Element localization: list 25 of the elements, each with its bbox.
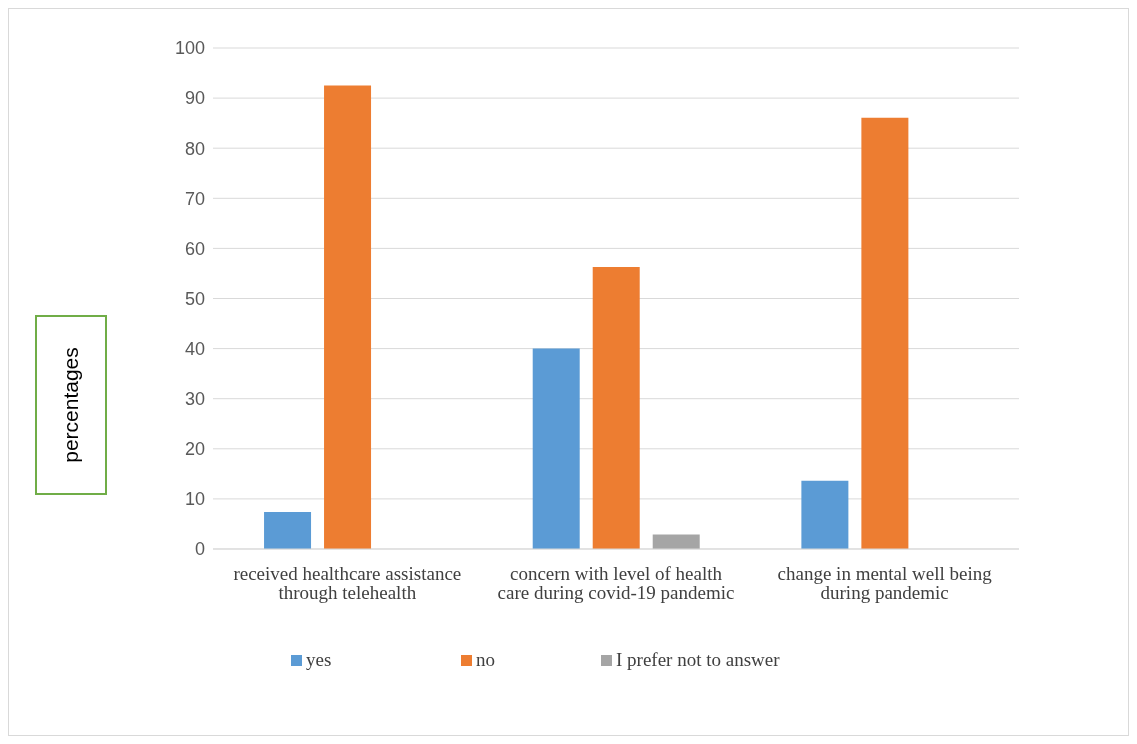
y-tick-label: 90 [184,88,205,109]
y-axis-title: percentages [59,347,83,463]
x-tick-label: concern with level of health care during covid-19 pandemic [497,563,735,604]
y-tick-label: 10 [184,489,205,510]
legend-label: no [476,649,495,671]
y-tick-label: 70 [184,188,205,209]
legend-label: I prefer not to answer [616,649,780,671]
y-tick-label: 0 [194,539,205,560]
bar [324,85,372,549]
y-tick-label: 100 [174,38,205,59]
legend-label: yes [306,649,332,671]
bar [264,511,312,549]
bar [801,480,849,549]
bar [652,534,700,549]
x-tick-label: change in mental well being during pandemic [777,563,993,604]
y-tick-label: 80 [184,138,205,159]
bar [532,348,580,549]
y-tick-label: 50 [184,288,205,309]
y-tick-label: 60 [184,238,205,259]
x-tick-label: received healthcare assistance through telehealth [233,563,462,604]
bar [592,266,640,549]
y-tick-label: 20 [184,439,205,460]
y-tick-label: 40 [184,338,205,359]
y-tick-label: 30 [184,389,205,410]
bar [861,117,909,549]
